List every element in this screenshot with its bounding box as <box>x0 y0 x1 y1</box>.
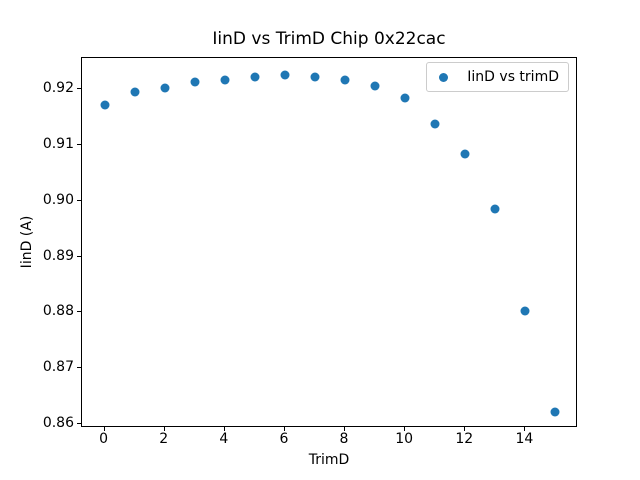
x-tick-label: 2 <box>159 431 169 447</box>
x-tick-mark <box>404 427 406 431</box>
x-tick-label: 12 <box>455 431 474 447</box>
data-point <box>370 81 380 91</box>
x-tick-mark <box>223 427 225 431</box>
data-point <box>220 75 230 85</box>
y-tick-mark <box>77 144 81 146</box>
x-tick-mark <box>524 427 526 431</box>
data-point <box>490 204 500 214</box>
y-tick-mark <box>77 255 81 257</box>
data-point <box>190 77 200 87</box>
plot-area: IinD vs trimD <box>81 57 577 427</box>
y-tick-label: 0.86 <box>42 415 74 432</box>
data-point <box>310 72 320 82</box>
data-point <box>520 306 530 316</box>
x-tick-mark <box>344 427 346 431</box>
y-tick-label: 0.92 <box>42 80 74 97</box>
x-tick-mark <box>163 427 165 431</box>
legend: IinD vs trimD <box>426 62 569 92</box>
x-tick-label: 8 <box>339 431 349 447</box>
x-tick-label: 4 <box>219 431 229 447</box>
data-point <box>250 72 260 82</box>
y-tick-label: 0.89 <box>42 247 74 264</box>
y-tick-label: 0.87 <box>42 359 74 376</box>
data-point <box>430 119 440 129</box>
data-point <box>400 93 410 103</box>
data-point <box>280 70 290 80</box>
data-point <box>460 149 470 159</box>
data-point <box>160 83 170 93</box>
x-tick-label: 0 <box>99 431 108 447</box>
data-point <box>100 100 110 110</box>
y-tick-label: 0.88 <box>42 303 74 320</box>
y-tick-mark <box>77 88 81 90</box>
y-tick-label: 0.91 <box>42 136 74 153</box>
legend-label: IinD vs trimD <box>467 69 559 85</box>
data-point <box>550 407 560 417</box>
x-tick-mark <box>464 427 466 431</box>
legend-marker-icon <box>439 72 449 82</box>
y-tick-mark <box>77 367 81 369</box>
y-tick-mark <box>77 423 81 425</box>
x-tick-mark <box>103 427 105 431</box>
x-tick-label: 6 <box>279 431 289 447</box>
x-tick-mark <box>283 427 285 431</box>
y-axis-label: IinD (A) <box>19 215 35 269</box>
x-tick-label: 14 <box>515 431 534 447</box>
y-tick-mark <box>77 311 81 313</box>
chart-title: IinD vs TrimD Chip 0x22cac <box>212 29 446 49</box>
data-point <box>130 87 140 97</box>
x-tick-label: 10 <box>395 431 414 447</box>
x-axis-label: TrimD <box>308 452 350 468</box>
y-tick-label: 0.90 <box>42 191 74 208</box>
data-point <box>340 75 350 85</box>
y-tick-mark <box>77 199 81 201</box>
